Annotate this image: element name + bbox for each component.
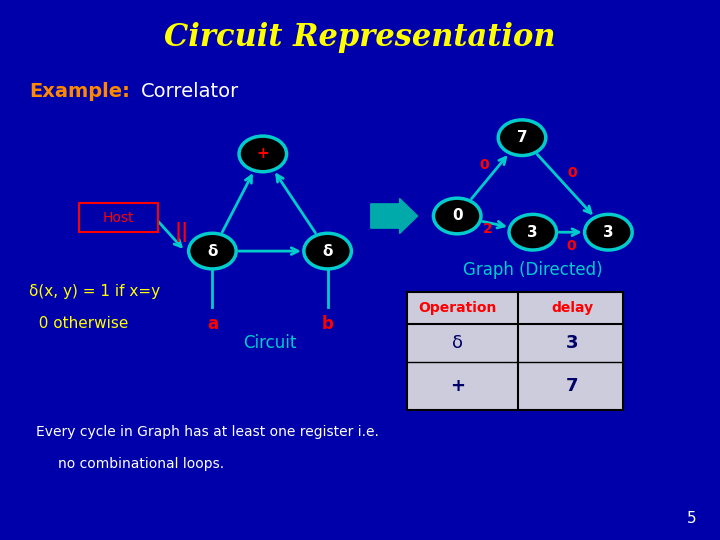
Text: Every cycle in Graph has at least one register i.e.: Every cycle in Graph has at least one re… [36, 425, 379, 439]
Circle shape [189, 233, 236, 269]
FancyBboxPatch shape [407, 292, 623, 410]
Text: 5: 5 [686, 511, 696, 526]
Text: δ: δ [451, 334, 463, 352]
Text: no combinational loops.: no combinational loops. [58, 457, 224, 471]
Text: Graph (Directed): Graph (Directed) [463, 261, 603, 279]
Circle shape [498, 120, 546, 156]
Circle shape [585, 214, 632, 250]
Text: 7: 7 [566, 377, 579, 395]
Text: 3: 3 [566, 334, 579, 352]
Text: Host: Host [103, 211, 135, 225]
Text: Operation: Operation [418, 301, 496, 315]
Text: 2: 2 [482, 222, 492, 236]
Text: Circuit: Circuit [243, 334, 297, 352]
Circle shape [509, 214, 557, 250]
Text: +: + [450, 377, 464, 395]
Circle shape [239, 136, 287, 172]
Text: δ: δ [207, 244, 217, 259]
Text: delay: delay [552, 301, 593, 315]
Text: 3: 3 [528, 225, 538, 240]
Text: 0 otherwise: 0 otherwise [29, 316, 128, 332]
Text: δ: δ [323, 244, 333, 259]
Text: Example:: Example: [29, 82, 130, 102]
Text: δ(x, y) = 1 if x=y: δ(x, y) = 1 if x=y [29, 284, 160, 299]
Text: 0: 0 [479, 158, 489, 172]
Text: Circuit Representation: Circuit Representation [164, 22, 556, 53]
Text: Correlator: Correlator [140, 82, 238, 102]
Text: 0: 0 [566, 239, 576, 253]
Text: ||: || [174, 222, 189, 242]
Text: +: + [256, 146, 269, 161]
Text: 0: 0 [452, 208, 462, 224]
FancyArrow shape [371, 199, 418, 233]
FancyBboxPatch shape [79, 202, 158, 232]
Text: b: b [322, 315, 333, 333]
Text: a: a [207, 315, 218, 333]
Circle shape [304, 233, 351, 269]
Circle shape [433, 198, 481, 234]
Text: 3: 3 [603, 225, 613, 240]
Text: 7: 7 [517, 130, 527, 145]
Text: 0: 0 [567, 166, 577, 180]
